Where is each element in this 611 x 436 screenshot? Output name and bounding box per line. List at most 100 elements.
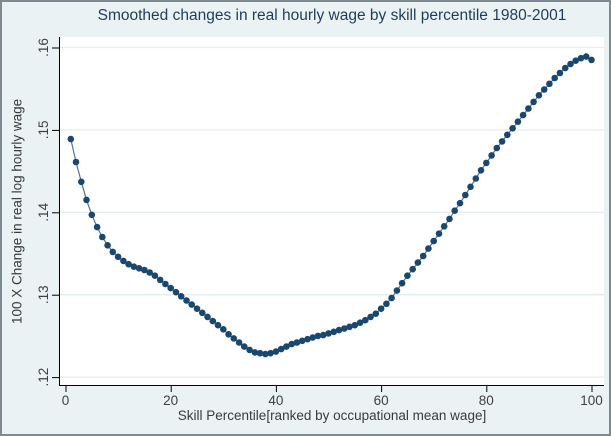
data-point [383,300,390,308]
data-point [330,328,338,336]
data-point [230,335,238,342]
data-point [519,111,527,119]
data-point [88,211,96,219]
data-point [425,245,432,252]
x-axis-title: Skill Percentile[ranked by occupational … [177,408,487,423]
data-point [525,105,532,112]
data-point [104,242,111,249]
data-point [572,57,579,64]
data-point [335,326,343,334]
data-point [72,158,80,166]
data-point [220,326,227,333]
data-point [109,248,117,256]
data-point [561,64,569,72]
data-point [472,175,480,182]
data-point [509,125,516,132]
data-point [204,313,211,321]
data-point [251,349,259,356]
data-point [414,259,422,266]
data-point [304,335,311,343]
data-point [114,253,122,261]
data-point [498,138,506,145]
chart-title: Smoothed changes in real hourly wage by … [97,7,567,24]
data-point [267,349,274,357]
data-point [556,69,564,77]
x-tick-label: 40 [268,393,283,408]
x-tick-label: 60 [374,393,389,408]
data-point [325,330,332,337]
data-point [535,92,543,99]
data-point [309,334,317,341]
y-tick-label: .12 [36,368,51,387]
data-point [483,159,490,167]
data-point [241,343,248,350]
data-point [172,288,180,296]
x-tick-label: 80 [479,393,494,408]
data-point [130,263,138,271]
data-point [456,199,464,207]
data-point [577,54,585,62]
data-point [404,272,411,280]
x-tick-label: 20 [163,393,178,408]
data-point [462,191,469,199]
data-point [435,230,443,237]
data-point [398,279,406,287]
data-point [314,332,322,340]
x-tick-label: 0 [62,393,70,408]
data-point [188,301,195,308]
data-point [141,266,148,274]
data-point [440,223,448,230]
data-point [367,313,374,321]
data-point [209,317,217,325]
data-point [409,265,417,273]
data-point [288,340,296,348]
data-point [588,56,595,64]
data-point [488,152,495,159]
data-point [551,74,558,82]
data-point [246,346,253,354]
data-point [120,257,127,265]
data-point [156,276,164,284]
data-point [530,98,537,106]
data-point [356,319,364,327]
data-point [419,252,427,260]
data-point [135,265,143,272]
data-point [477,167,485,174]
data-point [177,293,185,300]
data-point [393,287,401,294]
data-point [193,305,201,313]
y-tick-label: .15 [36,121,51,140]
data-point [256,349,264,357]
y-tick-label: .13 [36,285,51,304]
data-point [199,309,206,317]
data-point [546,80,553,88]
data-point [78,178,85,186]
data-point [467,183,474,191]
x-tick-label: 100 [580,393,603,408]
data-point [341,325,348,332]
data-point [125,260,132,268]
data-point [183,297,190,304]
data-point [262,350,269,358]
data-point [225,331,232,338]
data-point [504,131,511,139]
data-point [272,348,280,355]
data-point [351,321,359,329]
y-tick-label: .16 [36,38,51,57]
data-point [582,53,590,60]
y-tick-label: .14 [36,202,51,221]
data-point [388,294,395,302]
data-point [540,86,548,93]
data-point [346,323,353,331]
data-point [451,207,459,214]
data-point [99,233,106,241]
data-point [93,223,101,231]
data-point [214,321,222,329]
data-point [146,269,153,276]
data-point [430,237,438,245]
data-point [277,345,285,353]
data-point [167,284,174,292]
data-point [493,144,501,152]
data-point [298,337,306,345]
